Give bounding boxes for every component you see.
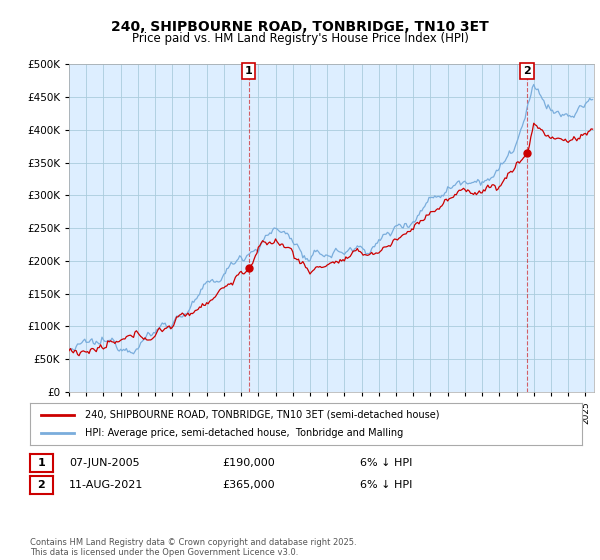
Text: 240, SHIPBOURNE ROAD, TONBRIDGE, TN10 3ET: 240, SHIPBOURNE ROAD, TONBRIDGE, TN10 3E…	[111, 20, 489, 34]
Text: 1: 1	[38, 458, 45, 468]
Text: £190,000: £190,000	[222, 458, 275, 468]
Text: 1: 1	[245, 66, 253, 76]
Text: 07-JUN-2005: 07-JUN-2005	[69, 458, 140, 468]
Text: 11-AUG-2021: 11-AUG-2021	[69, 480, 143, 490]
Text: Contains HM Land Registry data © Crown copyright and database right 2025.
This d: Contains HM Land Registry data © Crown c…	[30, 538, 356, 557]
Text: 6% ↓ HPI: 6% ↓ HPI	[360, 458, 412, 468]
Text: HPI: Average price, semi-detached house,  Tonbridge and Malling: HPI: Average price, semi-detached house,…	[85, 428, 403, 438]
Text: 6% ↓ HPI: 6% ↓ HPI	[360, 480, 412, 490]
Text: 2: 2	[523, 66, 531, 76]
Text: £365,000: £365,000	[222, 480, 275, 490]
Text: Price paid vs. HM Land Registry's House Price Index (HPI): Price paid vs. HM Land Registry's House …	[131, 32, 469, 45]
Text: 2: 2	[38, 480, 45, 490]
Text: 240, SHIPBOURNE ROAD, TONBRIDGE, TN10 3ET (semi-detached house): 240, SHIPBOURNE ROAD, TONBRIDGE, TN10 3E…	[85, 410, 440, 420]
